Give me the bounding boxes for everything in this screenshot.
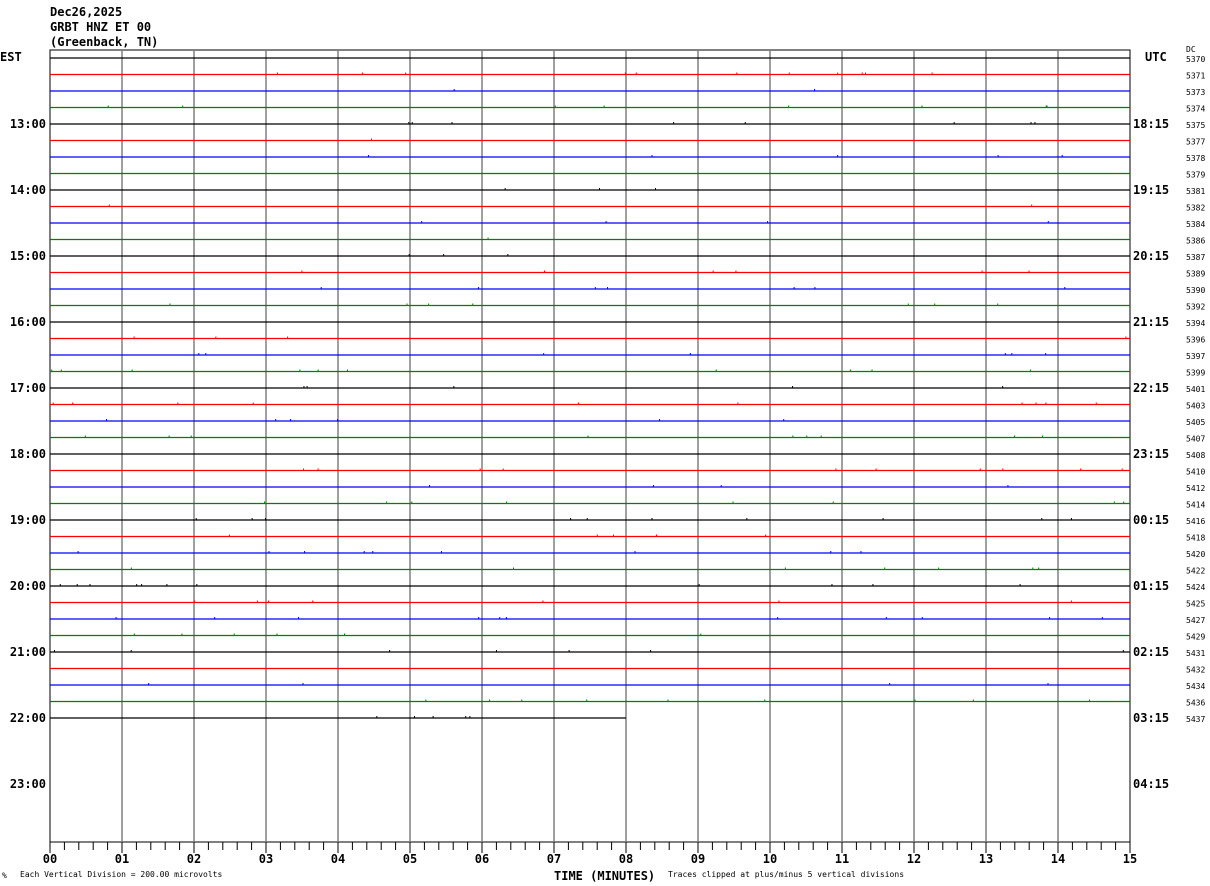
dc-offset-label: 5378 [1186, 154, 1205, 163]
plot-border [49, 49, 1131, 843]
x-tick-label: 03 [259, 852, 273, 866]
time-labels: 5370 5371 5373 5374 5375 5377 5378 5379 5381 5382… [10, 55, 1206, 791]
utc-hour-label: 22:15 [1133, 381, 1169, 395]
dc-offset-label: 5379 [1186, 171, 1205, 180]
utc-hour-label: 03:15 [1133, 711, 1169, 725]
corner-mark: % [2, 871, 7, 880]
utc-hour-label: 23:15 [1133, 447, 1169, 461]
dc-offset-label: 5416 [1186, 517, 1205, 526]
dc-offset-label: 5432 [1186, 666, 1205, 675]
est-hour-label: 17:00 [10, 381, 46, 395]
est-hour-label: 14:00 [10, 183, 46, 197]
location-label: (Greenback, TN) [50, 35, 158, 49]
utc-hour-label: 04:15 [1133, 777, 1169, 791]
x-tick-label: 01 [115, 852, 129, 866]
dc-offset-label: 5407 [1186, 435, 1205, 444]
utc-hour-label: 19:15 [1133, 183, 1169, 197]
dc-offset-label: 5425 [1186, 600, 1205, 609]
x-axis: 00 01 02 03 04 05 06 07 08 09 10 11 12 13 14 15 [43, 842, 1137, 866]
left-timezone-label: EST [0, 50, 22, 64]
dc-header: DC [1186, 45, 1196, 54]
est-hour-label: 21:00 [10, 645, 46, 659]
dc-offset-label: 5436 [1186, 699, 1205, 708]
dc-offset-label: 5392 [1186, 303, 1205, 312]
date-label: Dec26,2025 [50, 5, 122, 19]
dc-offset-label: 5429 [1186, 633, 1205, 642]
dc-offset-label: 5431 [1186, 649, 1205, 658]
dc-offset-label: 5437 [1186, 715, 1205, 724]
dc-offset-label: 5373 [1186, 88, 1205, 97]
traces [50, 57, 1130, 719]
dc-offset-label: 5390 [1186, 286, 1205, 295]
x-tick-label: 13 [979, 852, 993, 866]
grid-lines [49, 49, 1131, 843]
clip-note: Traces clipped at plus/minus 5 vertical … [668, 870, 904, 879]
utc-hour-label: 02:15 [1133, 645, 1169, 659]
dc-offset-label: 5424 [1186, 583, 1205, 592]
dc-offset-label: 5371 [1186, 72, 1205, 81]
dc-offset-label: 5377 [1186, 138, 1205, 147]
est-hour-label: 13:00 [10, 117, 46, 131]
dc-offset-label: 5381 [1186, 187, 1205, 196]
x-tick-label: 06 [475, 852, 489, 866]
dc-offset-label: 5410 [1186, 468, 1205, 477]
x-tick-label: 12 [907, 852, 921, 866]
station-label: GRBT HNZ ET 00 [50, 20, 151, 34]
utc-hour-label: 21:15 [1133, 315, 1169, 329]
utc-hour-label: 20:15 [1133, 249, 1169, 263]
est-hour-label: 23:00 [10, 777, 46, 791]
x-tick-label: 11 [835, 852, 849, 866]
dc-offset-label: 5403 [1186, 402, 1205, 411]
est-hour-label: 18:00 [10, 447, 46, 461]
dc-offset-label: 5374 [1186, 105, 1205, 114]
dc-offset-label: 5422 [1186, 567, 1205, 576]
dc-offset-label: 5370 [1186, 55, 1205, 64]
dc-offset-label: 5389 [1186, 270, 1205, 279]
est-hour-label: 15:00 [10, 249, 46, 263]
x-tick-label: 14 [1051, 852, 1065, 866]
dc-offset-label: 5397 [1186, 352, 1205, 361]
dc-offset-label: 5434 [1186, 682, 1205, 691]
dc-offset-label: 5414 [1186, 501, 1205, 510]
dc-offset-label: 5408 [1186, 451, 1205, 460]
est-hour-label: 16:00 [10, 315, 46, 329]
dc-offset-label: 5396 [1186, 336, 1205, 345]
dc-offset-label: 5405 [1186, 418, 1205, 427]
scale-note: Each Vertical Division = 200.00 microvol… [20, 870, 222, 879]
dc-offset-label: 5401 [1186, 385, 1205, 394]
x-tick-label: 09 [691, 852, 705, 866]
x-tick-label: 02 [187, 852, 201, 866]
x-tick-label: 10 [763, 852, 777, 866]
dc-offset-label: 5382 [1186, 204, 1205, 213]
est-hour-label: 22:00 [10, 711, 46, 725]
x-tick-label: 08 [619, 852, 633, 866]
x-tick-label: 15 [1123, 852, 1137, 866]
right-timezone-label: UTC [1145, 50, 1167, 64]
dc-offset-label: 5399 [1186, 369, 1205, 378]
dc-offset-label: 5412 [1186, 484, 1205, 493]
dc-offset-label: 5384 [1186, 220, 1205, 229]
dc-offset-label: 5387 [1186, 253, 1205, 262]
dc-offset-label: 5418 [1186, 534, 1205, 543]
dc-offset-label: 5375 [1186, 121, 1205, 130]
utc-hour-label: 00:15 [1133, 513, 1169, 527]
dc-offset-label: 5427 [1186, 616, 1205, 625]
utc-hour-label: 01:15 [1133, 579, 1169, 593]
x-axis-title: TIME (MINUTES) [554, 869, 655, 883]
dc-offset-label: 5394 [1186, 319, 1205, 328]
utc-hour-label: 18:15 [1133, 117, 1169, 131]
dc-offset-label: 5420 [1186, 550, 1205, 559]
x-tick-label: 04 [331, 852, 345, 866]
est-hour-label: 19:00 [10, 513, 46, 527]
x-tick-label: 07 [547, 852, 561, 866]
x-tick-label: 05 [403, 852, 417, 866]
est-hour-label: 20:00 [10, 579, 46, 593]
dc-offset-label: 5386 [1186, 237, 1205, 246]
x-tick-label: 00 [43, 852, 57, 866]
